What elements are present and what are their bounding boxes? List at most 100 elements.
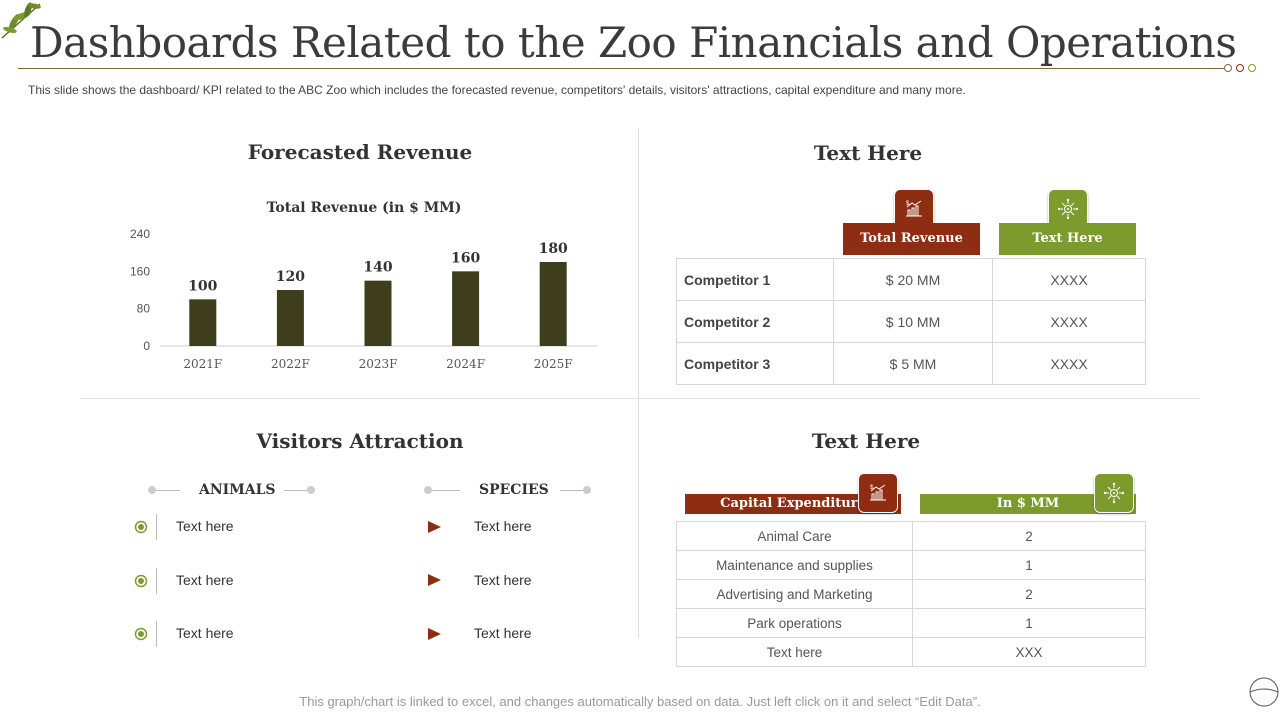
data-label: 160 (451, 250, 480, 266)
animals-header-dot-left (148, 486, 156, 494)
title-dot-2 (1236, 64, 1244, 72)
row-separator (156, 568, 157, 594)
table-row: Text here XXX (676, 637, 1146, 667)
forecast-section-title: Forecasted Revenue (247, 140, 473, 164)
total-revenue-header: Total Revenue (843, 223, 980, 255)
x-tick-label: 2021F (183, 357, 222, 371)
play-arrow-icon (428, 574, 441, 586)
animal-item: Text here (176, 518, 234, 534)
capex-value: 2 (912, 579, 1146, 609)
capex-item: Text here (676, 637, 913, 667)
y-tick-label: 0 (143, 339, 150, 353)
bar-2025F (539, 262, 567, 346)
page-corner-circle-icon (1249, 677, 1279, 707)
species-item: Text here (474, 625, 532, 641)
capex-section-title: Text Here (811, 429, 921, 453)
revenue-bar-chart: Total Revenue (in $ MM) 0 80 160 240 100 2021F… (130, 200, 598, 371)
growth-chart-icon: $ (858, 473, 898, 513)
table-row: Animal Care 2 (676, 521, 1146, 551)
animal-item: Text here (176, 625, 234, 641)
quadrant-divider-horizontal (80, 398, 1200, 399)
competitor-other: XXXX (992, 342, 1146, 385)
x-tick-label: 2022F (271, 357, 310, 371)
bar-2023F (364, 280, 392, 346)
page-title: Dashboards Related to the Zoo Financials… (30, 18, 1237, 67)
competitor-name: Competitor 1 (676, 258, 834, 301)
competitor-other: XXXX (992, 300, 1146, 343)
y-tick-label: 80 (137, 302, 151, 316)
table-row: Competitor 3 $ 5 MM XXXX (676, 342, 1146, 385)
chart-title: Total Revenue (in $ MM) (267, 200, 462, 216)
competitor-revenue: $ 5 MM (833, 342, 993, 385)
capex-value: 2 (912, 521, 1146, 551)
species-item: Text here (474, 518, 532, 534)
data-label: 140 (363, 260, 392, 276)
y-tick-label: 240 (130, 227, 150, 241)
capex-item: Animal Care (676, 521, 913, 551)
footer-note: This graph/chart is linked to excel, and… (299, 694, 981, 709)
species-header: SPECIES (479, 482, 549, 498)
title-underline (18, 68, 1224, 69)
competitor-name: Competitor 3 (676, 342, 834, 385)
data-label: 100 (188, 278, 217, 294)
x-tick-label: 2023F (359, 357, 398, 371)
title-dot-3 (1248, 64, 1256, 72)
table-row: Park operations 1 (676, 608, 1146, 638)
capex-value: 1 (912, 550, 1146, 580)
capex-table: Animal Care 2 Maintenance and supplies 1… (676, 521, 1146, 667)
species-header-line-left (432, 490, 460, 491)
capex-item: Maintenance and supplies (676, 550, 913, 580)
page-subtitle: This slide shows the dashboard/ KPI rela… (28, 83, 966, 97)
title-dot-1 (1224, 64, 1232, 72)
table-row: Maintenance and supplies 1 (676, 550, 1146, 580)
capex-value: XXX (912, 637, 1146, 667)
bar-2021F (189, 299, 217, 346)
animals-header: ANIMALS (199, 482, 276, 498)
bar-2024F (452, 271, 480, 346)
y-tick-label: 160 (130, 264, 150, 278)
network-icon (1094, 473, 1134, 513)
table-row: Competitor 2 $ 10 MM XXXX (676, 300, 1146, 343)
capex-value-header: In $ MM (920, 494, 1136, 514)
capex-item: Park operations (676, 608, 913, 638)
leaf-decoration-icon (1, 2, 41, 39)
growth-chart-icon: $ (894, 189, 934, 229)
competitor-revenue: $ 20 MM (833, 258, 993, 301)
animal-item: Text here (176, 572, 234, 588)
competitor-other: XXXX (992, 258, 1146, 301)
table-row: Competitor 1 $ 20 MM XXXX (676, 258, 1146, 301)
eye-icon (134, 520, 148, 534)
data-label: 120 (276, 269, 305, 285)
competitors-section-title: Text Here (813, 141, 923, 165)
data-label: 180 (539, 241, 568, 257)
competitors-table: Competitor 1 $ 20 MM XXXX Competitor 2 $… (676, 258, 1146, 385)
visitors-section-title: Visitors Attraction (256, 429, 464, 453)
capex-item: Advertising and Marketing (676, 579, 913, 609)
species-header-dot-left (424, 486, 432, 494)
svg-text:$: $ (870, 485, 874, 491)
competitor-name: Competitor 2 (676, 300, 834, 343)
species-header-dot-right (583, 486, 591, 494)
eye-icon (134, 627, 148, 641)
x-tick-label: 2025F (534, 357, 573, 371)
row-separator (156, 621, 157, 647)
play-arrow-icon (428, 521, 441, 533)
row-separator (156, 514, 157, 540)
species-header-line-right (560, 490, 584, 491)
svg-text:$: $ (906, 201, 910, 207)
species-item: Text here (474, 572, 532, 588)
x-tick-label: 2024F (446, 357, 485, 371)
animals-header-dot-right (307, 486, 315, 494)
eye-icon (134, 574, 148, 588)
animals-header-line-right (284, 490, 308, 491)
animals-header-line-left (156, 490, 180, 491)
quadrant-divider-vertical (638, 128, 639, 638)
play-arrow-icon (428, 628, 441, 640)
capex-header: Capital Expenditure (685, 494, 901, 514)
network-icon (1048, 189, 1088, 229)
text-here-header: Text Here (999, 223, 1136, 255)
bar-2022F (276, 290, 304, 346)
competitor-revenue: $ 10 MM (833, 300, 993, 343)
capex-value: 1 (912, 608, 1146, 638)
table-row: Advertising and Marketing 2 (676, 579, 1146, 609)
